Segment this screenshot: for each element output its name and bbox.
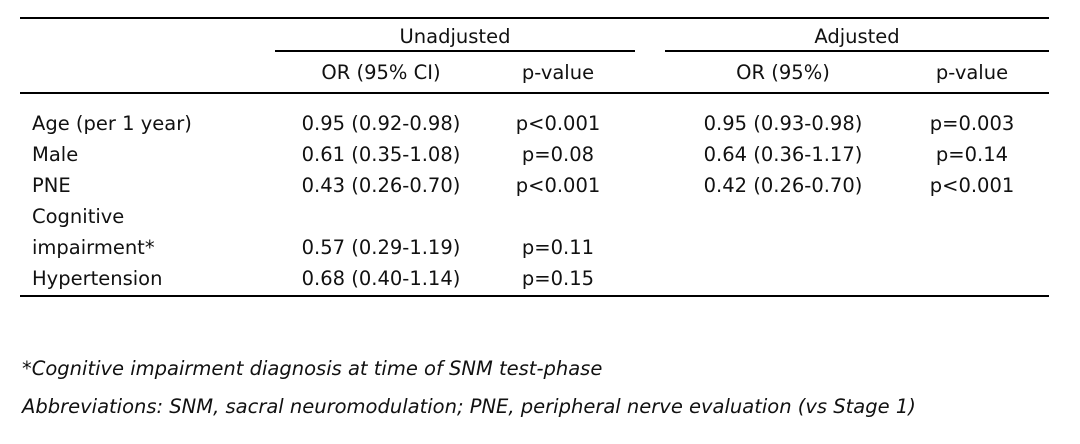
unadjusted-group-rule xyxy=(275,50,635,52)
row-label: PNE xyxy=(32,174,71,197)
subheader-adjusted-p: p-value xyxy=(935,61,1009,84)
subheader-adjusted-or: OR (95%) xyxy=(736,61,830,84)
unadjusted-or-cell: 0.61 (0.35-1.08) xyxy=(301,143,461,166)
row-label: Age (per 1 year) xyxy=(32,112,192,135)
unadjusted-p-cell: p=0.08 xyxy=(521,143,595,166)
adjusted-p-cell: p=0.003 xyxy=(929,112,1015,135)
unadjusted-or-cell: 0.57 (0.29-1.19) xyxy=(301,236,461,259)
adjusted-p-cell: p=0.14 xyxy=(935,143,1009,166)
row-label: Hypertension xyxy=(32,267,163,290)
group-header-unadjusted: Unadjusted xyxy=(399,25,511,48)
unadjusted-p-cell: p=0.11 xyxy=(521,236,595,259)
unadjusted-or-cell: 0.68 (0.40-1.14) xyxy=(301,267,461,290)
table-top-rule xyxy=(20,17,1049,19)
unadjusted-p-cell: p<0.001 xyxy=(515,174,601,197)
subheader-unadjusted-or: OR (95% CI) xyxy=(321,61,441,84)
table-bottom-rule xyxy=(20,295,1049,297)
adjusted-p-cell: p<0.001 xyxy=(929,174,1015,197)
group-header-adjusted: Adjusted xyxy=(814,25,900,48)
adjusted-or-cell: 0.64 (0.36-1.17) xyxy=(703,143,863,166)
row-label: Cognitive xyxy=(32,205,125,228)
row-label: Male xyxy=(32,143,79,166)
unadjusted-or-cell: 0.43 (0.26-0.70) xyxy=(301,174,461,197)
row-label-line2: impairment* xyxy=(32,236,155,259)
subheader-unadjusted-p: p-value xyxy=(521,61,595,84)
unadjusted-p-cell: p<0.001 xyxy=(515,112,601,135)
header-bottom-rule xyxy=(20,92,1049,94)
footnote-asterisk: *Cognitive impairment diagnosis at time … xyxy=(22,357,603,380)
adjusted-group-rule xyxy=(665,50,1049,52)
unadjusted-or-cell: 0.95 (0.92-0.98) xyxy=(301,112,461,135)
adjusted-or-cell: 0.95 (0.93-0.98) xyxy=(703,112,863,135)
unadjusted-p-cell: p=0.15 xyxy=(521,267,595,290)
footnote-abbreviations: Abbreviations: SNM, sacral neuromodulati… xyxy=(22,395,916,418)
adjusted-or-cell: 0.42 (0.26-0.70) xyxy=(703,174,863,197)
